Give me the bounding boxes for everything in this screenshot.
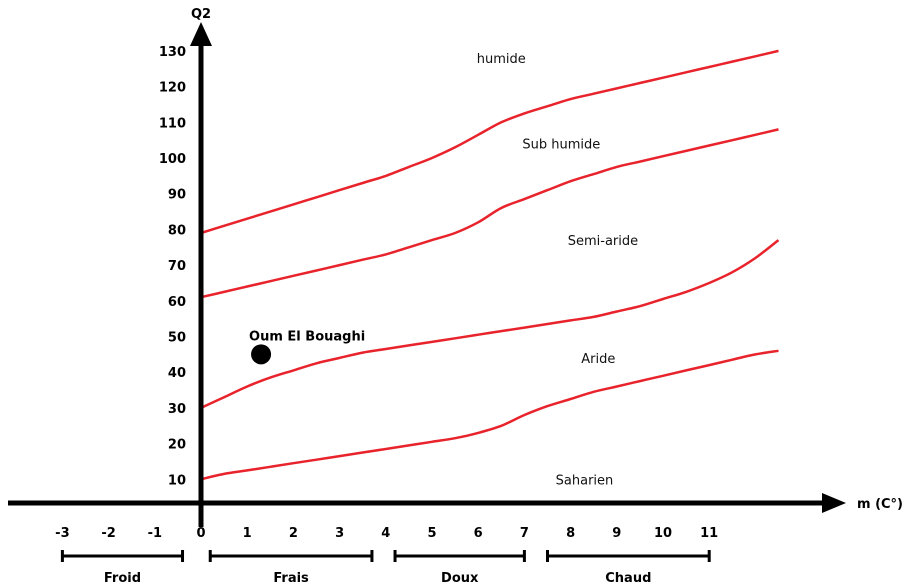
x-tick-label: -3	[55, 526, 69, 541]
limit-curve-4	[200, 349, 779, 481]
points-layer: Oum El Bouaghi	[249, 329, 365, 365]
x-tick-label: 8	[566, 526, 575, 541]
x-ticks: -3 -2 -1 0 1 2 3 4 5 6 7 8 9 10 11	[55, 526, 718, 541]
band-label: Frais	[273, 571, 309, 585]
x-tick-label: 10	[654, 526, 672, 541]
x-axis-arrow	[822, 493, 846, 513]
y-tick-label: 90	[168, 188, 186, 203]
y-tick-label: 110	[159, 116, 186, 131]
x-tick-label: 11	[700, 526, 718, 541]
x-tick-label: 3	[335, 526, 344, 541]
y-tick-label: 130	[159, 45, 186, 60]
station-point	[251, 344, 272, 365]
x-tick-label: 1	[243, 526, 252, 541]
zone-label: Semi-aride	[568, 234, 638, 249]
y-tick-label: 20	[168, 438, 186, 453]
band-label: Doux	[441, 571, 479, 585]
y-tick-label: 70	[168, 259, 186, 274]
limit-curve-2	[200, 128, 779, 299]
y-tick-label: 30	[168, 402, 186, 417]
x-tick-label: 4	[381, 526, 390, 541]
zone-labels: humide Sub humide Semi-aride Aride Saharien	[477, 52, 638, 488]
band-label: Chaud	[605, 571, 651, 585]
zone-label: Sub humide	[522, 138, 600, 153]
y-tick-label: 60	[168, 295, 186, 310]
y-tick-label: 50	[168, 331, 186, 346]
curves-layer	[200, 49, 780, 481]
x-tick-label: 6	[474, 526, 483, 541]
y-tick-label: 80	[168, 223, 186, 238]
limit-curve-3	[200, 239, 780, 410]
x-tick-label: -2	[101, 526, 115, 541]
x-tick-label: -1	[148, 526, 162, 541]
y-tick-label: 120	[159, 81, 186, 96]
x-tick-label: 5	[427, 526, 436, 541]
y-ticks: 10 20 30 40 50 60 70 80 90 100 110 120 130	[159, 45, 186, 488]
y-tick-label: 100	[159, 152, 186, 167]
x-tick-label: 9	[612, 526, 621, 541]
y-tick-label: 40	[168, 366, 186, 381]
y-tick-label: 10	[168, 473, 186, 488]
x-axis-title: m (C°)	[857, 497, 903, 512]
zone-label: humide	[477, 52, 526, 67]
limit-curve-1	[200, 49, 779, 235]
station-label: Oum El Bouaghi	[249, 329, 365, 344]
zone-label: Aride	[581, 352, 615, 367]
zone-label: Saharien	[556, 473, 614, 488]
x-tick-label: 2	[289, 526, 298, 541]
x-tick-label: 7	[520, 526, 529, 541]
y-axis-title: Q2	[191, 7, 211, 22]
band-label: Froid	[104, 571, 141, 585]
axes-layer: Q2 m (C°)	[8, 7, 903, 527]
temperature-bands: Froid Frais Doux Chaud	[60, 550, 711, 585]
y-axis-arrow	[190, 22, 212, 46]
x-tick-label: 0	[196, 526, 205, 541]
